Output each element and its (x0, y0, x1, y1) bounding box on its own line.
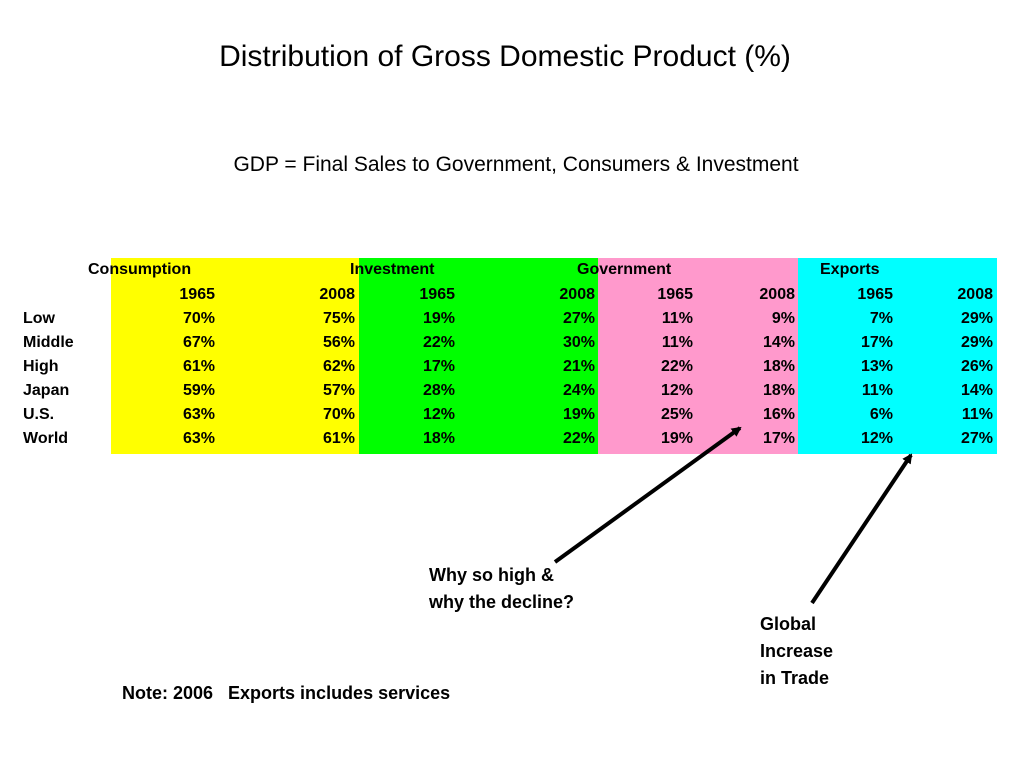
slide-title: Distribution of Gross Domestic Product (… (219, 40, 791, 73)
table-cell: 18% (422, 430, 455, 447)
table-cell: 26% (960, 358, 993, 375)
table-cell: 21% (562, 358, 595, 375)
row-label-middle: Middle (23, 334, 74, 351)
annotation-global-line3: in Trade (760, 668, 830, 688)
table-cell: 29% (960, 310, 993, 327)
table-cell: 19% (562, 406, 595, 423)
table-cell: 19% (422, 310, 455, 327)
table-cell: 6% (869, 406, 893, 423)
annotation-global-line1: Global (760, 614, 817, 634)
table-cell: 27% (960, 430, 993, 447)
table-cell: 16% (762, 406, 795, 423)
table-cell: 19% (660, 430, 693, 447)
table-cell: 13% (860, 358, 893, 375)
table-cell: 11% (661, 310, 693, 327)
table-cell: 17% (860, 334, 893, 351)
table-cell: 63% (182, 430, 215, 447)
table-cell: 67% (182, 334, 215, 351)
table-cell: 12% (422, 406, 455, 423)
arrow-to-government-2008 (553, 426, 742, 564)
table-cell: 28% (422, 382, 455, 399)
table-cell: 22% (562, 430, 595, 447)
table-cell: 22% (660, 358, 693, 375)
footnote: Note: 2006 Exports includes services (122, 683, 451, 703)
table-cell: 18% (762, 382, 795, 399)
year-header: 2008 (759, 286, 795, 303)
row-label-high: High (23, 358, 59, 375)
table-cell: 63% (182, 406, 215, 423)
year-header: 1965 (179, 286, 215, 303)
table-cell: 57% (322, 382, 355, 399)
annotation-why-line1: Why so high & (429, 565, 554, 585)
government-band (598, 258, 798, 454)
exports-band (798, 258, 997, 454)
table-cell: 12% (860, 430, 893, 447)
row-label-low: Low (23, 310, 55, 327)
annotation-global-line2: Increase (760, 641, 834, 661)
table-cell: 9% (771, 310, 795, 327)
year-header: 1965 (419, 286, 455, 303)
table-cell: 30% (562, 334, 595, 351)
arrow-to-exports-2008 (810, 453, 913, 605)
year-header: 1965 (857, 286, 893, 303)
row-label-japan: Japan (23, 382, 70, 399)
annotation-global-trade: Global Increase in Trade (760, 611, 833, 692)
annotation-why: Why so high & why the decline? (429, 562, 574, 616)
year-header: 2008 (319, 286, 355, 303)
group-header-exports: Exports (820, 261, 880, 278)
table-cell: 56% (322, 334, 355, 351)
table-cell: 70% (182, 310, 215, 327)
consumption-band (111, 258, 359, 454)
group-header-investment: Investment (350, 261, 435, 278)
table-cell: 24% (562, 382, 595, 399)
annotation-why-line2: why the decline? (429, 592, 575, 612)
slide-subtitle: GDP = Final Sales to Government, Consume… (233, 153, 799, 176)
year-header: 2008 (957, 286, 993, 303)
table-cell: 62% (322, 358, 355, 375)
year-header: 2008 (559, 286, 595, 303)
table-cell: 17% (762, 430, 795, 447)
table-cell: 7% (869, 310, 893, 327)
group-header-government: Government (577, 261, 672, 278)
row-label-world: World (23, 430, 69, 447)
row-label-us: U.S. (23, 406, 55, 423)
table-cell: 11% (861, 382, 893, 399)
table-cell: 27% (562, 310, 595, 327)
table-cell: 12% (660, 382, 693, 399)
table-cell: 11% (961, 406, 993, 423)
table-cell: 14% (762, 334, 795, 351)
table-cell: 17% (422, 358, 455, 375)
year-header: 1965 (657, 286, 693, 303)
table-cell: 70% (322, 406, 355, 423)
table-cell: 29% (960, 334, 993, 351)
table-cell: 11% (661, 334, 693, 351)
table-cell: 59% (182, 382, 215, 399)
group-header-consumption: Consumption (88, 261, 192, 278)
table-cell: 61% (322, 430, 355, 447)
table-cell: 14% (960, 382, 993, 399)
table-cell: 18% (762, 358, 795, 375)
table-cell: 25% (660, 406, 693, 423)
table-cell: 22% (422, 334, 455, 351)
investment-band (359, 258, 598, 454)
table-cell: 61% (182, 358, 215, 375)
table-cell: 75% (322, 310, 355, 327)
